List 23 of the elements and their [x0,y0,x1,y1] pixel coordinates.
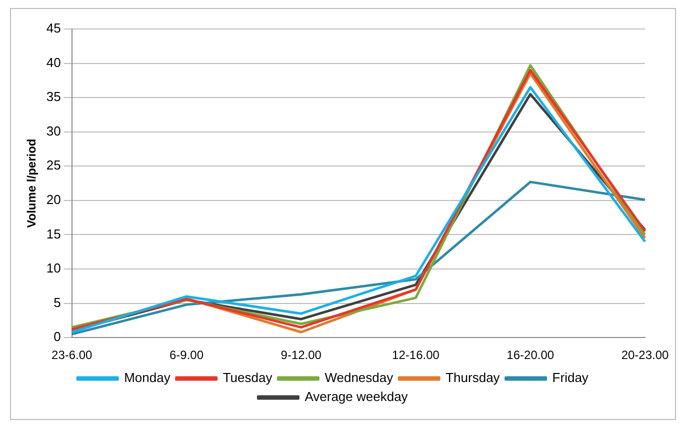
x-tick-label: 12-16.00 [392,348,440,362]
legend-label: Average weekday [304,389,408,404]
y-tick-label: 20 [46,192,61,208]
y-tick-label: 5 [54,294,61,310]
y-axis-title: Volume l/period [24,138,39,228]
y-tick-label: 40 [46,54,61,70]
x-tick-label: 23-6.00 [52,348,93,362]
y-tick-label: 30 [46,123,61,138]
legend-label: Friday [552,370,589,386]
x-tick-label: 9-12.00 [280,348,322,362]
x-tick-label: 16-20.00 [506,348,554,362]
legend-label: Thursday [446,370,500,386]
x-tick-label: 20-23.00 [621,348,670,362]
y-tick-label: 45 [46,20,61,36]
y-tick-label: 10 [46,260,61,276]
y-tick-label: 35 [46,89,61,104]
legend-label: Wednesday [324,370,394,386]
y-tick-label: 0 [54,329,61,344]
legend-label: Monday [124,370,171,386]
y-tick-label: 15 [46,226,61,242]
y-tick-label: 25 [46,158,61,173]
x-tick-label: 6-9.00 [169,348,204,362]
legend-label: Tuesday [222,370,273,386]
